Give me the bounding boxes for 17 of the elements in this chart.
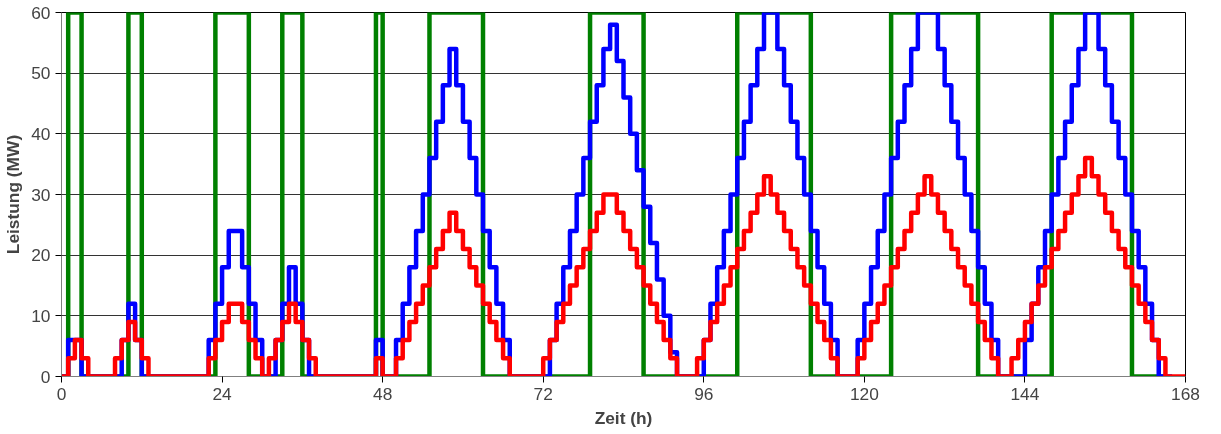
x-tick-label: 48	[373, 383, 393, 404]
y-tick-label: 0	[40, 366, 51, 387]
x-axis-title: Zeit (h)	[594, 407, 653, 428]
x-tick-label: 72	[533, 383, 553, 404]
x-tick-label: 24	[212, 383, 233, 404]
y-tick-label: 10	[31, 305, 51, 326]
x-tick-label: 168	[1171, 383, 1200, 404]
y-tick-label: 30	[31, 184, 51, 205]
y-tick-label: 50	[31, 63, 51, 84]
x-tick-label: 96	[694, 383, 714, 404]
x-tick-label: 144	[1010, 383, 1040, 404]
y-tick-label: 60	[31, 2, 51, 23]
y-tick-label: 20	[31, 245, 51, 266]
x-tick-label: 120	[849, 383, 879, 404]
y-tick-label: 40	[31, 123, 51, 144]
y-axis-title: Leistung (MW)	[3, 134, 24, 255]
x-tick-label: 0	[56, 383, 67, 404]
